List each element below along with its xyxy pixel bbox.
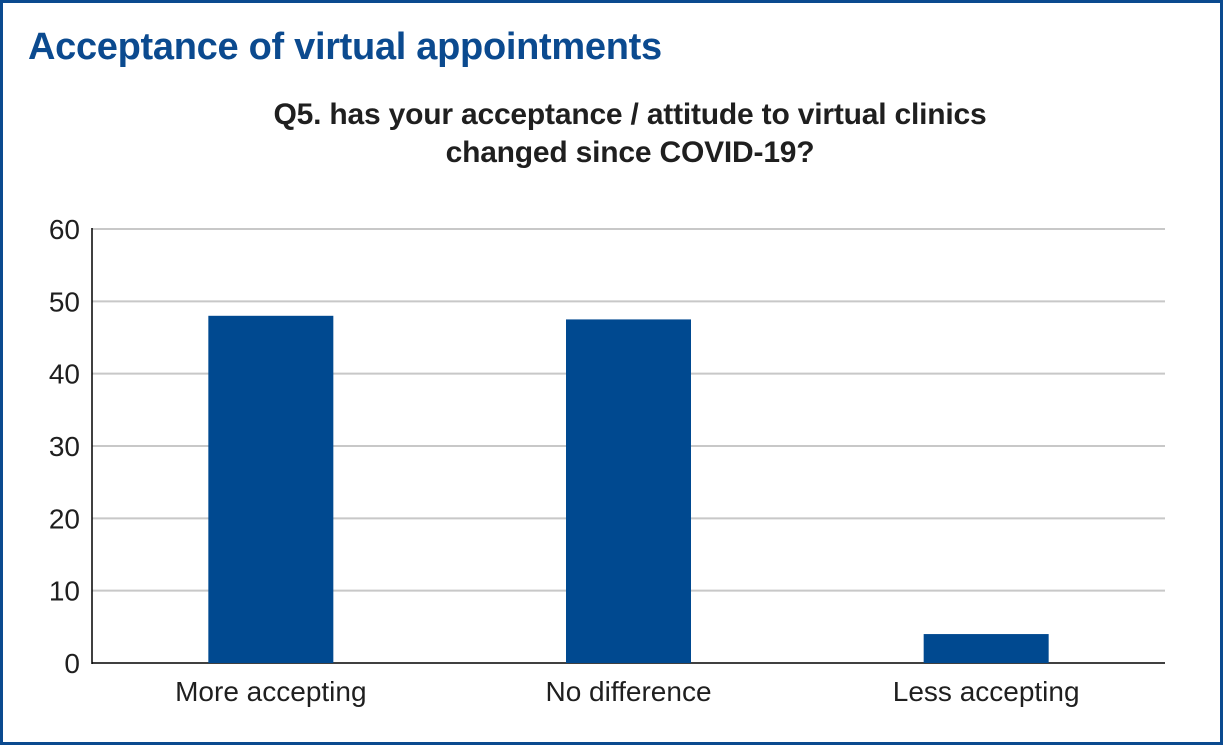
x-tick-label: Less accepting [893, 676, 1080, 707]
y-tick-label: 10 [49, 576, 80, 607]
chart-title-line-2: changed since COVID-19? [445, 136, 815, 169]
y-tick-label: 50 [49, 286, 80, 317]
y-tick-label: 30 [49, 431, 80, 462]
bar-less-accepting [923, 634, 1049, 663]
chart-title-line-1: Q5. has your acceptance / attitude to vi… [273, 98, 987, 131]
y-tick-label: 20 [49, 503, 80, 534]
x-tick-label: More accepting [175, 676, 366, 707]
x-tick-label: No difference [545, 676, 711, 707]
y-tick-label: 40 [49, 359, 80, 390]
y-tick-label: 60 [49, 214, 80, 245]
chart-title: Q5. has your acceptance / attitude to vi… [200, 96, 1060, 172]
bar-more-accepting [208, 315, 334, 663]
bar-no-difference [566, 319, 691, 663]
y-tick-label: 0 [64, 648, 80, 679]
page-title: Acceptance of virtual appointments [28, 26, 662, 68]
